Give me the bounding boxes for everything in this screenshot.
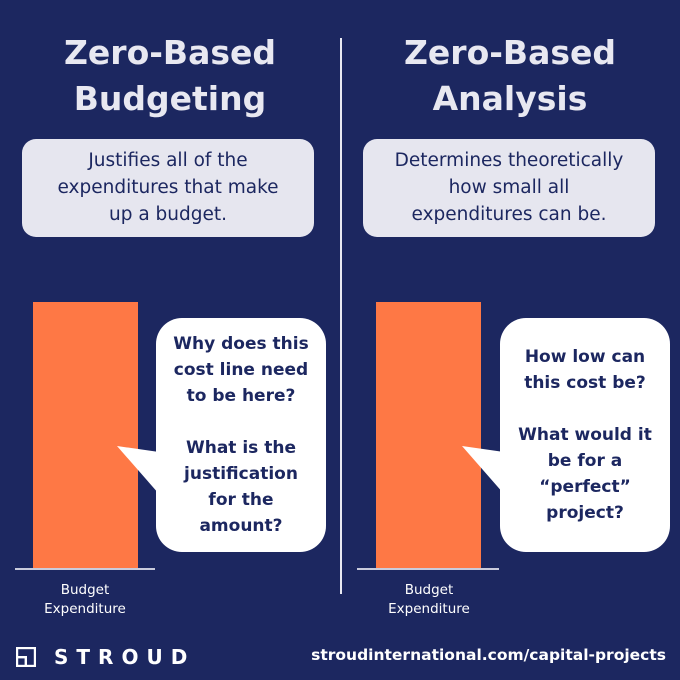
right-expenditure-bar bbox=[376, 302, 481, 568]
right-bubble-tail bbox=[462, 446, 504, 494]
right-description-box: Determines theoretically how small all e… bbox=[363, 139, 655, 237]
left-baseline bbox=[15, 568, 155, 570]
right-bar-label: Budget Expenditure bbox=[388, 582, 470, 617]
brand-name: STROUD bbox=[54, 645, 196, 669]
right-panel-title: Zero-Based Analysis bbox=[403, 33, 617, 118]
right-baseline bbox=[357, 568, 499, 570]
left-panel-title: Zero-Based Budgeting bbox=[63, 33, 277, 118]
right-speech-bubble: How low can this cost be? What would it … bbox=[500, 318, 670, 552]
left-description-box: Justifies all of the expenditures that m… bbox=[22, 139, 314, 237]
left-speech-bubble: Why does this cost line need to be here?… bbox=[156, 318, 326, 552]
left-bar-label: Budget Expenditure bbox=[44, 582, 126, 617]
left-expenditure-bar bbox=[33, 302, 138, 568]
left-bubble-tail bbox=[117, 446, 159, 494]
stroud-logo-icon bbox=[16, 647, 36, 667]
footer-url[interactable]: stroudinternational.com/capital-projects bbox=[311, 646, 666, 664]
center-divider bbox=[340, 38, 342, 594]
brand-logo: STROUD bbox=[16, 645, 195, 669]
